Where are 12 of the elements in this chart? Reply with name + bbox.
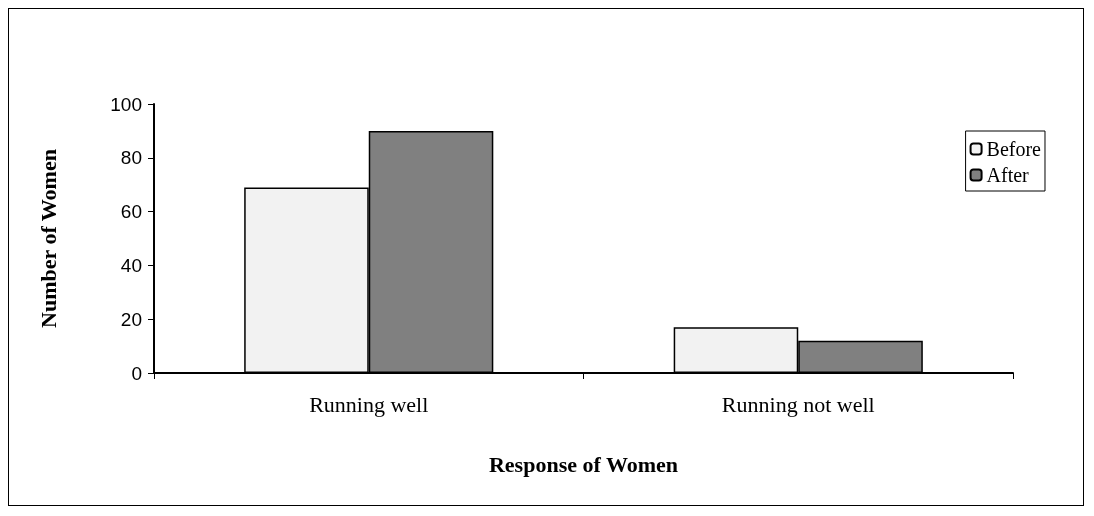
- x-tick-label: Running not well: [721, 391, 875, 417]
- y-tick-label: 100: [110, 93, 142, 115]
- y-tick-label: 40: [120, 254, 142, 276]
- legend-label: After: [986, 164, 1030, 186]
- x-axis-title: Response of Women: [488, 451, 679, 477]
- y-tick-label: 0: [131, 362, 142, 384]
- x-tick-label: Running well: [309, 391, 429, 417]
- y-tick-label: 20: [120, 308, 142, 330]
- legend-label: Before: [986, 138, 1042, 160]
- y-axis-title: Number of Women: [35, 149, 61, 328]
- y-tick-label: 60: [120, 201, 142, 223]
- y-tick-label: 80: [120, 147, 142, 169]
